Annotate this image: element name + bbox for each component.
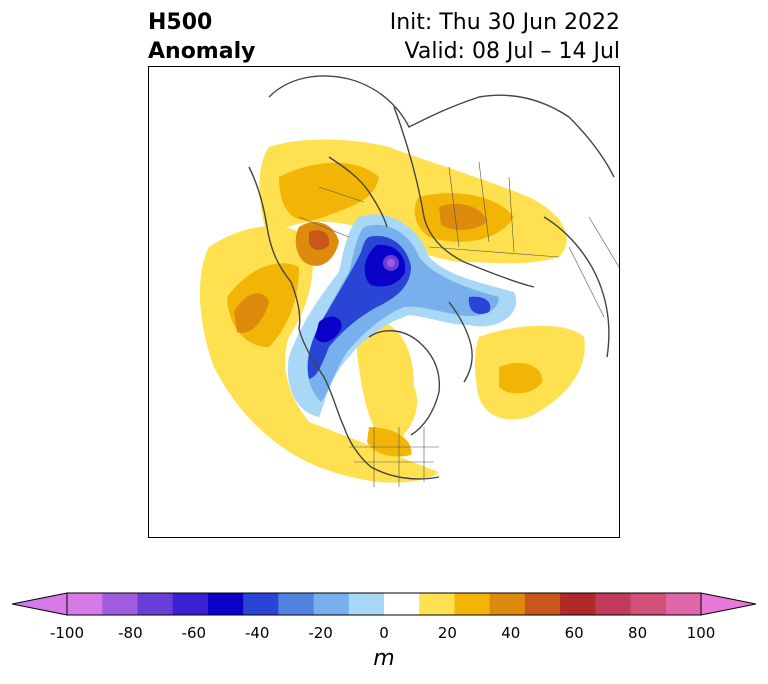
colorbar-segment [419, 593, 455, 615]
colorbar-tick-label: 0 [379, 624, 389, 642]
colorbar-tick-label: -100 [49, 624, 85, 642]
political-borders [298, 161, 619, 487]
field-name: H500 [148, 10, 213, 35]
anomaly-map [148, 66, 620, 538]
colorbar-outline [66, 592, 702, 616]
colorbar-segment [560, 593, 596, 615]
colorbar [12, 592, 756, 616]
colorbar-tick-label: 20 [437, 624, 457, 642]
field-kind: Anomaly [148, 39, 256, 64]
colorbar-segment [454, 593, 491, 615]
colorbar-segment [348, 593, 385, 615]
colorbar-segment [489, 593, 526, 615]
colorbar-tick-label: 100 [686, 624, 716, 642]
title-right: Init: Thu 30 Jun 2022 Valid: 08 Jul – 14… [390, 8, 620, 66]
coastlines [248, 75, 615, 480]
map-canvas [199, 75, 619, 487]
colorbar-tick-label: -40 [244, 624, 270, 642]
colorbar-segment [172, 593, 209, 615]
title-left: H500 Anomaly [148, 8, 255, 66]
colorbar-tick-label: -80 [118, 624, 143, 642]
colorbar-over-triangle [700, 592, 756, 616]
colorbar-unit-label: m [373, 646, 395, 671]
valid-range: Valid: 08 Jul – 14 Jul [404, 39, 620, 64]
colorbar-segment [630, 593, 667, 615]
colorbar-segment [665, 593, 702, 615]
colorbar-under-triangle [12, 592, 68, 616]
colorbar-tick-label: 60 [564, 624, 584, 642]
colorbar-segment [243, 593, 279, 615]
colorbar-segments [67, 593, 702, 615]
colorbar-tick-label: 80 [628, 624, 648, 642]
colorbar-segment [137, 593, 174, 615]
negative-anomaly-center [387, 259, 395, 267]
colorbar-segment [207, 593, 244, 615]
colorbar-segment [384, 593, 420, 615]
colorbar-segment [524, 593, 561, 615]
colorbar-tick-label: 40 [501, 624, 521, 642]
negative-anomaly-deep [315, 244, 406, 343]
colorbar-segment [313, 593, 350, 615]
colorbar-segment [595, 593, 632, 615]
colorbar-segment [102, 593, 138, 615]
colorbar-segment [67, 593, 103, 615]
colorbar-tick-label: -60 [181, 624, 207, 642]
colorbar-segment [278, 593, 315, 615]
colorbar-tick-label: -20 [308, 624, 333, 642]
init-time: Init: Thu 30 Jun 2022 [389, 10, 620, 35]
positive-anomaly-peak [309, 230, 330, 251]
negative-anomaly-light [287, 214, 517, 417]
